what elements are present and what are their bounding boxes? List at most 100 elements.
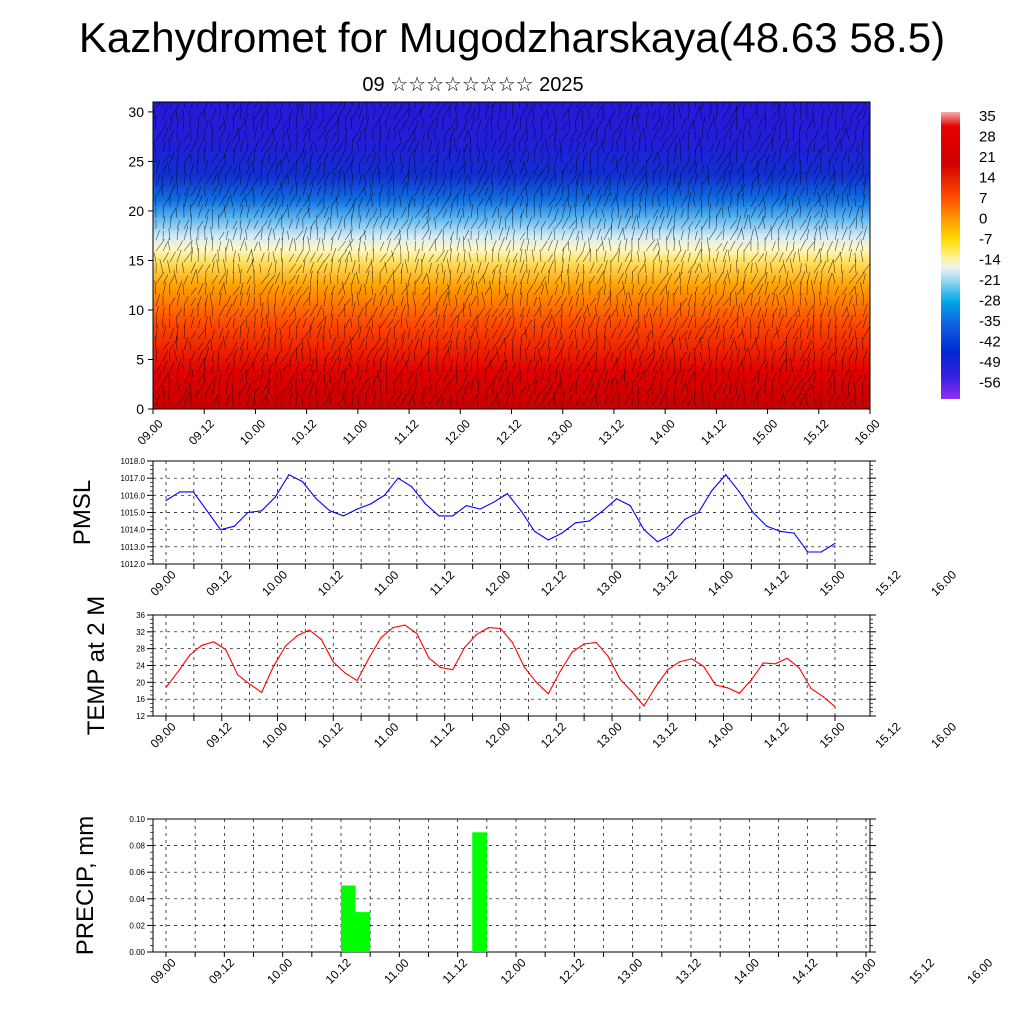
wind-barb <box>337 151 345 164</box>
wind-barb <box>384 261 388 274</box>
wind-barb <box>685 381 689 395</box>
wind-barb <box>561 247 565 263</box>
wind-barb <box>659 358 665 373</box>
wind-barb <box>407 339 414 351</box>
wind-barb <box>701 148 703 164</box>
wind-barb <box>708 348 710 362</box>
wind-barb <box>841 347 847 362</box>
wind-barb <box>708 187 713 197</box>
wind-barb <box>323 152 329 164</box>
wind-barb <box>407 370 414 384</box>
colorbar-label: 28 <box>979 129 996 146</box>
wind-barb <box>645 393 650 406</box>
wind-barb <box>176 102 181 109</box>
wind-barb <box>204 216 209 230</box>
wind-barb <box>246 285 251 296</box>
wind-barb <box>428 198 435 208</box>
wind-barb <box>617 272 624 285</box>
wind-barb <box>799 149 801 164</box>
wind-barb <box>588 326 591 340</box>
wind-barb <box>379 241 385 252</box>
wind-barb <box>365 375 372 384</box>
wind-barb <box>195 237 199 252</box>
wind-barb <box>540 109 548 120</box>
wind-barb <box>365 163 374 175</box>
wind-barb <box>673 271 683 285</box>
heatmap-xtick-label: 11.12 <box>391 417 422 448</box>
colorbar <box>941 112 960 399</box>
wind-barb <box>232 208 235 219</box>
wind-barb <box>295 140 298 153</box>
series-point <box>679 661 681 663</box>
wind-barb <box>267 252 270 263</box>
wind-barb <box>246 340 249 351</box>
precip-bar <box>341 885 356 952</box>
wind-barb <box>379 102 382 109</box>
wind-barb <box>533 392 540 406</box>
wind-barb <box>399 194 402 208</box>
wind-barb <box>680 249 687 263</box>
wind-barb <box>309 262 314 274</box>
wind-barb <box>827 250 829 263</box>
wind-barb <box>427 273 430 285</box>
wind-barb <box>742 105 745 120</box>
wind-barb <box>636 390 640 406</box>
wind-barb <box>834 238 839 252</box>
wind-barb <box>421 228 430 241</box>
wind-barb <box>337 274 339 285</box>
wind-barb <box>582 127 590 142</box>
wind-barb <box>519 232 526 241</box>
wind-barb <box>771 118 781 131</box>
wind-barb <box>239 138 244 153</box>
wind-barb <box>393 305 398 318</box>
wind-barb <box>288 194 296 208</box>
wind-barb <box>735 291 738 307</box>
wind-barb <box>624 259 632 274</box>
wind-barb <box>659 130 667 142</box>
wind-barb <box>351 197 357 208</box>
wind-barb <box>748 118 752 131</box>
wind-barb <box>414 197 416 208</box>
panel-ytick-label: 20 <box>136 678 145 687</box>
wind-barb <box>204 264 211 274</box>
wind-barb <box>260 252 265 263</box>
wind-barb <box>525 248 528 263</box>
wind-barb <box>687 175 694 186</box>
wind-barb <box>673 182 680 197</box>
wind-barb <box>771 362 774 373</box>
wind-barb <box>596 292 601 307</box>
wind-barb <box>736 330 744 340</box>
wind-barb <box>771 216 779 230</box>
wind-barb <box>280 182 283 197</box>
wind-barb <box>337 140 344 153</box>
wind-barb <box>372 349 379 362</box>
wind-barb <box>846 126 850 142</box>
wind-barb <box>757 307 762 318</box>
wind-barb <box>589 217 591 230</box>
wind-barb <box>230 194 234 208</box>
wind-barb <box>295 372 299 384</box>
wind-barb <box>538 296 542 307</box>
wind-barb <box>239 219 242 230</box>
wind-barb <box>244 131 248 142</box>
wind-barb <box>386 318 394 329</box>
wind-barb <box>302 142 306 153</box>
wind-barb <box>834 346 838 362</box>
series-point <box>342 515 345 517</box>
wind-barb <box>463 143 468 153</box>
wind-barb <box>799 129 801 142</box>
wind-barb <box>253 241 258 252</box>
wind-barb <box>783 163 787 175</box>
wind-barb <box>405 282 409 296</box>
panel-ylabel: PRECIP, mm <box>72 816 99 956</box>
wind-barb <box>252 362 255 373</box>
wind-barb <box>638 132 642 142</box>
wind-barb <box>175 109 178 120</box>
panel-ytick-label: 1016.0 <box>121 491 146 500</box>
wind-barb <box>309 226 312 241</box>
chart-subtitle: 09 ☆☆☆☆☆☆☆☆ 2025 <box>362 74 584 96</box>
wind-barb <box>484 349 490 362</box>
wind-barb <box>351 203 355 219</box>
series-point <box>465 505 467 507</box>
wind-barb <box>511 338 514 351</box>
